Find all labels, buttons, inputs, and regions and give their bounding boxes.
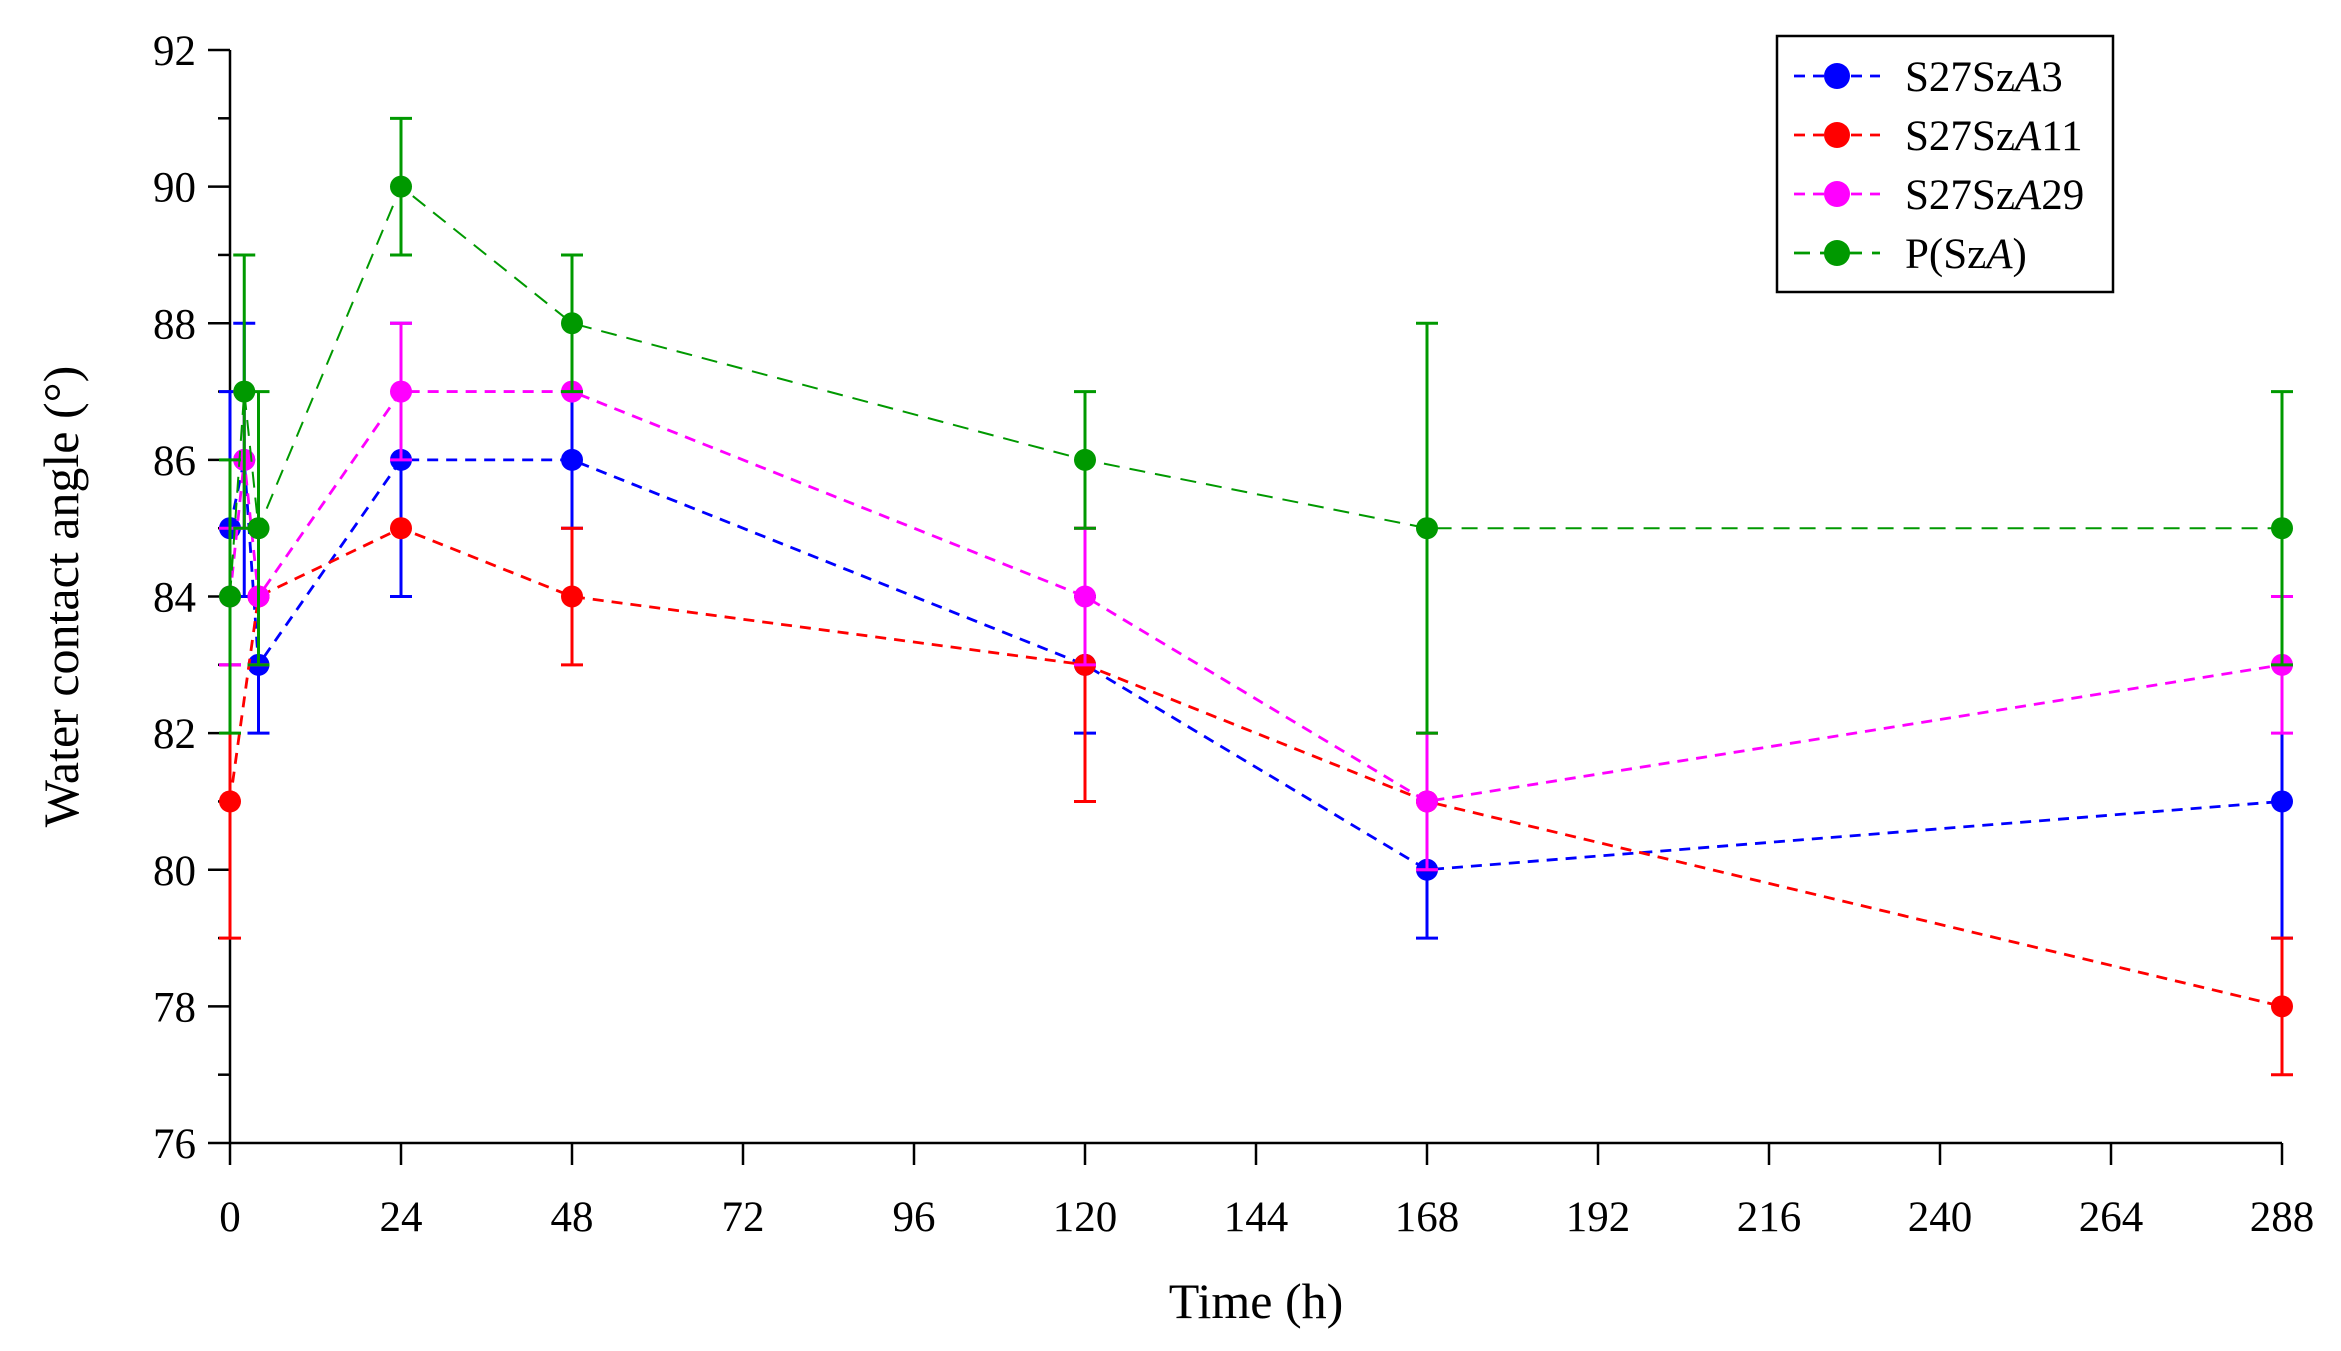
data-point xyxy=(561,312,583,335)
legend-label-part: P(Sz xyxy=(1905,231,1986,278)
legend-label: S27SzA3 xyxy=(1905,54,2063,101)
legend-label-italic: A xyxy=(2012,172,2042,219)
x-tick-label: 24 xyxy=(380,1194,423,1241)
legend-item-S27SzA29: S27SzA29 xyxy=(1794,172,2084,219)
x-tick-label: 48 xyxy=(551,1194,594,1241)
legend-label-part: 29 xyxy=(2041,172,2084,219)
data-point xyxy=(390,175,412,198)
y-tick-label: 76 xyxy=(153,1121,196,1168)
data-point xyxy=(390,380,412,403)
data-point xyxy=(1074,585,1096,608)
data-point xyxy=(1074,448,1096,471)
data-point xyxy=(390,517,412,540)
x-tick-label: 192 xyxy=(1566,1194,1631,1241)
data-point xyxy=(1416,517,1438,540)
y-tick-label: 82 xyxy=(153,711,196,758)
legend-label-part: S27Sz xyxy=(1905,113,2015,160)
legend-label-italic: A xyxy=(2012,113,2042,160)
y-tick-label: 86 xyxy=(153,438,196,485)
data-point xyxy=(1416,790,1438,813)
y-tick-label: 84 xyxy=(153,575,196,622)
data-point xyxy=(219,790,241,813)
data-point xyxy=(561,448,583,471)
legend-label: S27SzA29 xyxy=(1905,172,2084,219)
legend-item-P(SzA): P(SzA) xyxy=(1794,231,2027,278)
series-S27SzA29 xyxy=(219,321,2293,872)
y-tick-label: 90 xyxy=(153,165,196,212)
y-axis-title: Water contact angle (°) xyxy=(33,366,89,828)
x-tick-label: 72 xyxy=(722,1194,765,1241)
y-tick-label: 88 xyxy=(153,301,196,348)
legend-swatch-marker xyxy=(1824,181,1850,207)
legend-label-part: S27Sz xyxy=(1905,172,2015,219)
x-tick-label: 264 xyxy=(2079,1194,2144,1241)
data-point xyxy=(2271,517,2293,540)
legend-label: S27SzA11 xyxy=(1905,113,2083,160)
legend-swatch-marker xyxy=(1824,63,1850,89)
legend-label-part: 3 xyxy=(2041,54,2063,101)
series-line xyxy=(229,185,2282,597)
legend-label-italic: A xyxy=(1983,231,2013,278)
y-tick-label: 92 xyxy=(153,28,196,75)
legend-item-S27SzA11: S27SzA11 xyxy=(1794,113,2083,160)
legend-swatch-marker xyxy=(1824,122,1850,148)
x-tick-label: 288 xyxy=(2250,1194,2315,1241)
y-tick-label: 78 xyxy=(153,984,196,1031)
legend-label-italic: A xyxy=(2012,54,2042,101)
data-point xyxy=(2271,995,2293,1018)
series-S27SzA3 xyxy=(219,321,2293,940)
x-axis-title: Time (h) xyxy=(1169,1273,1344,1329)
data-point xyxy=(561,585,583,608)
series-P(SzA) xyxy=(219,116,2293,735)
legend-item-S27SzA3: S27SzA3 xyxy=(1794,54,2063,101)
series-S27SzA11 xyxy=(219,517,2293,1077)
legend-label-part: 11 xyxy=(2041,113,2082,160)
series-layer xyxy=(219,116,2293,1077)
x-tick-label: 216 xyxy=(1737,1194,1802,1241)
series-line xyxy=(228,458,2283,872)
y-tick-label: 80 xyxy=(153,848,196,895)
x-tick-label: 96 xyxy=(893,1194,936,1241)
data-point xyxy=(2271,790,2293,813)
data-point xyxy=(247,517,270,540)
x-tick-label: 144 xyxy=(1224,1194,1289,1241)
legend-swatch-marker xyxy=(1824,240,1850,266)
legend-label: P(SzA) xyxy=(1905,231,2027,278)
data-point xyxy=(233,380,256,403)
legend-label-part: ) xyxy=(2013,231,2027,278)
x-tick-label: 0 xyxy=(219,1194,241,1241)
x-tick-label: 240 xyxy=(1908,1194,1973,1241)
axes: 0 24 48 72 96 120 144 168 192 216 240 264 288 76 78 80 8… xyxy=(33,28,2314,1329)
data-point xyxy=(219,585,241,608)
legend-label-part: S27Sz xyxy=(1905,54,2015,101)
x-tick-label: 168 xyxy=(1395,1194,1460,1241)
x-tick-label: 120 xyxy=(1053,1194,1118,1241)
series-line xyxy=(228,390,2283,803)
